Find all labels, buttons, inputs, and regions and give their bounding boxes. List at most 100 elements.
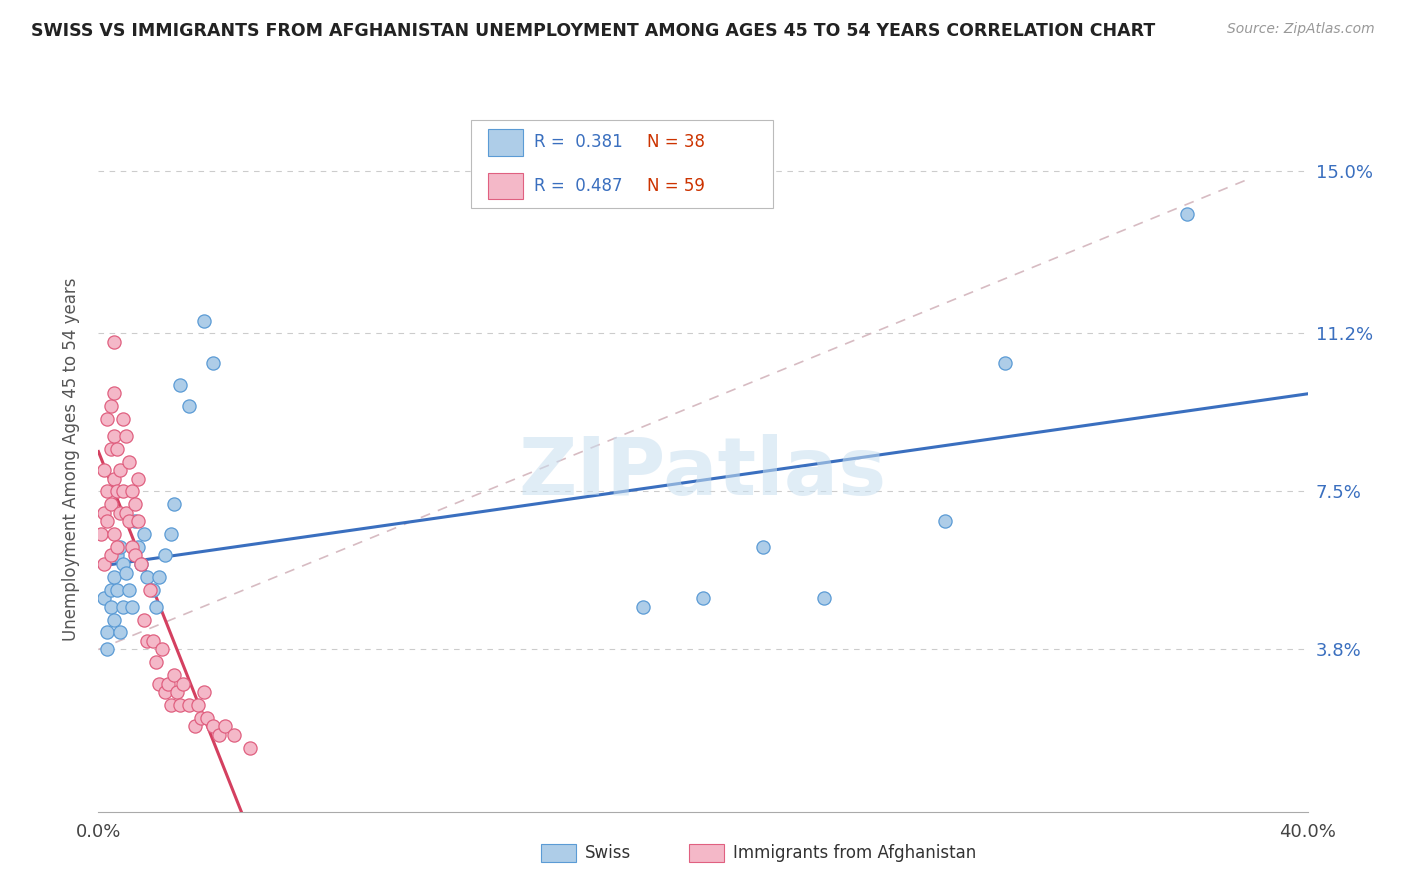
Point (160, 698, 183, 712)
Point (114, 506, 136, 520)
Point (108, 506, 131, 520)
Point (132, 613, 155, 627)
Point (96, 412, 118, 426)
Point (100, 599, 122, 614)
Point (163, 497, 186, 511)
Point (103, 334, 125, 349)
Point (114, 429, 136, 443)
Text: SWISS VS IMMIGRANTS FROM AFGHANISTAN UNEMPLOYMENT AMONG AGES 45 TO 54 YEARS CORR: SWISS VS IMMIGRANTS FROM AFGHANISTAN UNE… (31, 22, 1156, 40)
Point (105, 540, 128, 554)
Point (96, 484, 118, 499)
Point (132, 527, 155, 541)
Point (93, 506, 115, 520)
Point (195, 711, 218, 725)
Point (105, 549, 128, 563)
Point (127, 514, 149, 528)
Point (153, 549, 176, 563)
Point (135, 570, 157, 584)
Point (139, 582, 162, 597)
Point (93, 463, 115, 477)
Point (96, 514, 118, 528)
Point (100, 582, 122, 597)
Point (108, 625, 131, 640)
Point (166, 685, 188, 699)
Point (124, 514, 146, 528)
Point (145, 599, 167, 614)
Point (93, 591, 115, 606)
Point (169, 377, 191, 392)
Point (752, 540, 775, 554)
Point (103, 570, 125, 584)
Point (631, 599, 654, 614)
Text: Swiss: Swiss (585, 844, 631, 862)
Point (111, 412, 134, 426)
Point (124, 549, 146, 563)
Point (135, 633, 157, 648)
Point (96, 625, 118, 640)
Point (160, 527, 183, 541)
Point (163, 668, 186, 682)
Point (108, 540, 131, 554)
Point (1175, 207, 1198, 221)
Point (190, 711, 212, 725)
Point (179, 399, 201, 413)
Point (103, 613, 125, 627)
Point (224, 728, 246, 742)
Point (96, 642, 118, 657)
Point (187, 698, 209, 712)
Point (100, 497, 122, 511)
Point (90, 527, 112, 541)
Y-axis label: Unemployment Among Ages 45 to 54 years: Unemployment Among Ages 45 to 54 years (62, 277, 80, 641)
Point (121, 484, 143, 499)
Text: N = 38: N = 38 (647, 133, 704, 152)
Point (153, 685, 176, 699)
Point (114, 566, 136, 580)
Text: Immigrants from Afghanistan: Immigrants from Afghanistan (733, 844, 976, 862)
Point (156, 676, 179, 690)
Point (103, 472, 125, 486)
Point (105, 484, 128, 499)
Point (179, 698, 201, 712)
Point (202, 356, 225, 370)
Point (239, 740, 262, 755)
Point (105, 442, 128, 456)
Point (129, 557, 152, 571)
Point (692, 591, 714, 606)
Text: R =  0.487: R = 0.487 (534, 177, 623, 195)
Point (103, 386, 125, 401)
Point (118, 454, 141, 468)
Point (202, 719, 225, 733)
Point (118, 514, 141, 528)
Point (127, 472, 149, 486)
Point (208, 728, 231, 742)
Text: R =  0.381: R = 0.381 (534, 133, 623, 152)
Point (111, 599, 134, 614)
Point (111, 484, 134, 499)
Text: ZIPatlas: ZIPatlas (519, 434, 887, 513)
Point (193, 313, 215, 327)
Point (100, 549, 122, 563)
Point (145, 655, 167, 669)
Point (142, 582, 165, 597)
Point (111, 557, 134, 571)
Point (118, 582, 141, 597)
Point (169, 698, 191, 712)
Text: N = 59: N = 59 (647, 177, 704, 195)
Point (172, 676, 194, 690)
Point (184, 719, 207, 733)
Point (124, 497, 146, 511)
Text: Source: ZipAtlas.com: Source: ZipAtlas.com (1227, 22, 1375, 37)
Point (100, 399, 122, 413)
Point (214, 719, 236, 733)
Point (148, 570, 170, 584)
Point (934, 514, 956, 528)
Point (93, 557, 115, 571)
Point (127, 540, 149, 554)
Point (121, 540, 143, 554)
Point (103, 527, 125, 541)
Point (108, 463, 131, 477)
Point (103, 429, 125, 443)
Point (193, 685, 215, 699)
Point (105, 582, 128, 597)
Point (994, 356, 1017, 370)
